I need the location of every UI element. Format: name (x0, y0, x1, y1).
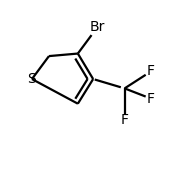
Text: Br: Br (90, 20, 105, 34)
Text: F: F (147, 92, 155, 106)
Text: F: F (121, 113, 129, 127)
Text: F: F (147, 64, 155, 78)
Text: S: S (28, 72, 36, 86)
